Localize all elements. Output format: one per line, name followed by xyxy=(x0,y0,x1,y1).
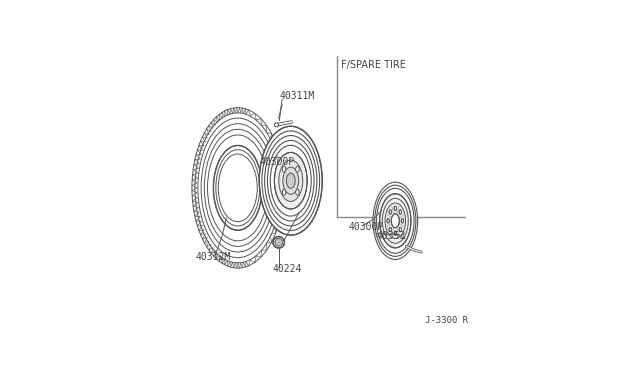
Ellipse shape xyxy=(296,189,299,195)
Ellipse shape xyxy=(275,153,307,209)
Ellipse shape xyxy=(394,231,397,235)
Ellipse shape xyxy=(296,166,299,172)
Ellipse shape xyxy=(275,238,282,246)
Text: 40300P: 40300P xyxy=(259,157,294,167)
Ellipse shape xyxy=(213,145,262,230)
Ellipse shape xyxy=(286,173,295,188)
Text: F/SPARE TIRE: F/SPARE TIRE xyxy=(341,60,406,70)
Ellipse shape xyxy=(389,210,392,214)
Ellipse shape xyxy=(192,108,284,268)
Ellipse shape xyxy=(391,214,399,228)
Ellipse shape xyxy=(399,210,401,214)
Ellipse shape xyxy=(259,126,323,235)
Ellipse shape xyxy=(275,123,278,127)
Text: 40311M: 40311M xyxy=(280,91,315,101)
Ellipse shape xyxy=(273,237,284,248)
Ellipse shape xyxy=(283,167,299,194)
Text: 40224: 40224 xyxy=(272,264,301,275)
Ellipse shape xyxy=(380,194,411,248)
Ellipse shape xyxy=(399,227,401,232)
Text: 40300P: 40300P xyxy=(349,222,384,231)
Ellipse shape xyxy=(279,160,303,201)
Text: 40353: 40353 xyxy=(376,231,406,241)
Ellipse shape xyxy=(401,219,404,223)
Ellipse shape xyxy=(373,182,418,260)
Ellipse shape xyxy=(394,206,397,211)
Text: J-3300 R: J-3300 R xyxy=(426,316,468,325)
Ellipse shape xyxy=(282,189,286,195)
Ellipse shape xyxy=(387,219,389,223)
Ellipse shape xyxy=(282,166,286,172)
Ellipse shape xyxy=(389,227,392,232)
Ellipse shape xyxy=(385,203,406,238)
Text: 40312M: 40312M xyxy=(196,251,231,262)
